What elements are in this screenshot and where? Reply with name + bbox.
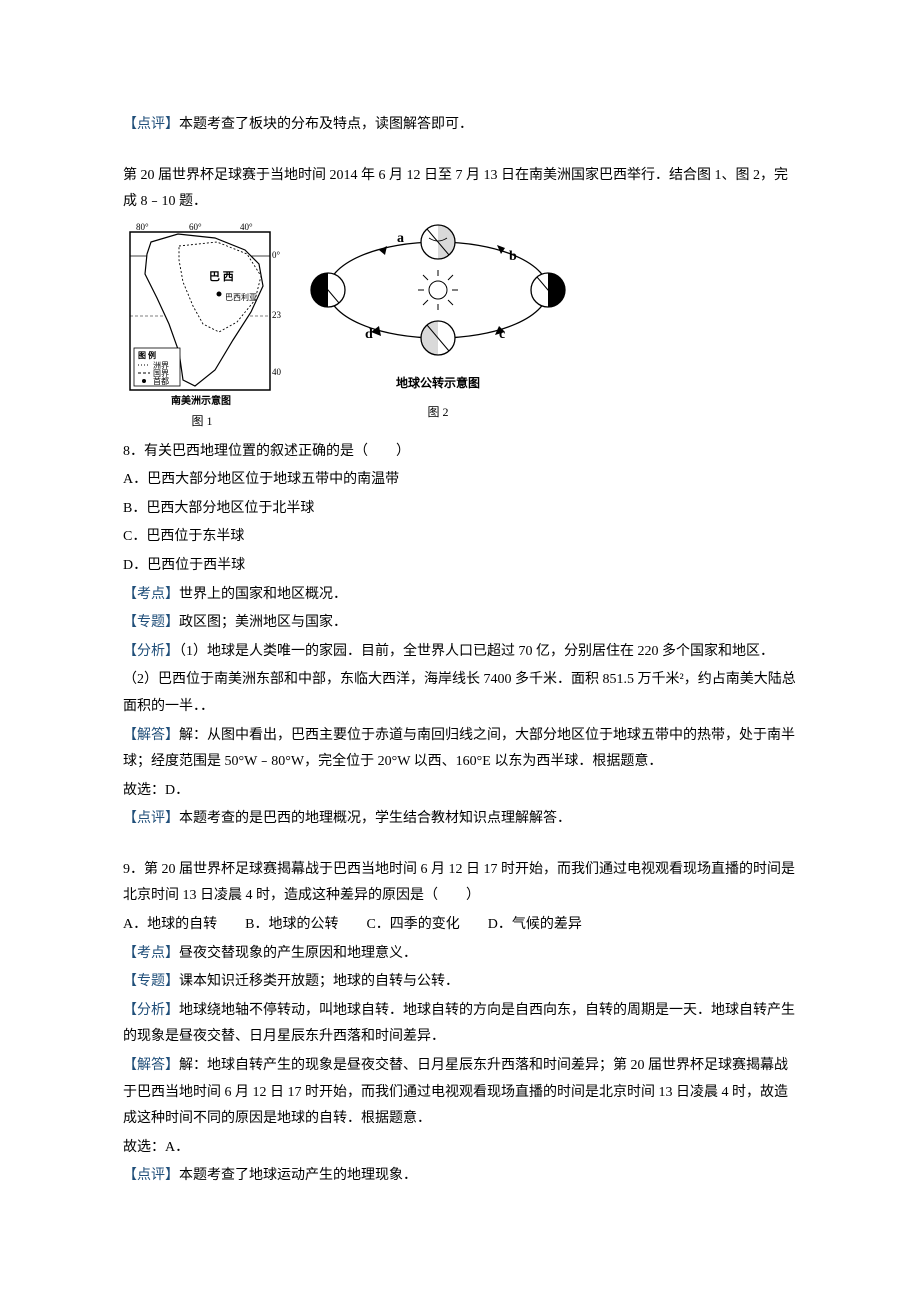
place-brazil: 巴 西	[209, 270, 234, 283]
q8-opt-a: A．巴西大部分地区位于地球五带中的南温带	[123, 467, 797, 494]
orbit-svg: a b c d	[309, 220, 567, 360]
q9-stem-text: 第 20 届世界杯足球赛揭幕战于巴西当地时间 6 月 12 日 17 时开始，而…	[123, 862, 795, 904]
prev-comment-line: 【点评】本题考查了板块的分布及特点，读图解答即可．	[123, 112, 797, 139]
q8-stem-text: 有关巴西地理位置的叙述正确的是（ ）	[144, 444, 410, 459]
lat-40: 40°	[272, 367, 281, 377]
figure1-caption: 图 1	[123, 410, 281, 433]
lon-80: 80°	[136, 222, 149, 232]
document-page: 【点评】本题考查了板块的分布及特点，读图解答即可． 第 20 届世界杯足球赛于当…	[0, 0, 920, 1302]
orbit-c: c	[499, 327, 505, 342]
q8-jieda-1: 【解答】解：从图中看出，巴西主要位于赤道与南回归线之间，大部分地区位于地球五带中…	[123, 723, 797, 776]
lat-235: 23.5°	[272, 310, 281, 320]
q9-dianping: 【点评】本题考查了地球运动产生的地理现象．	[123, 1163, 797, 1190]
q8-jieda-2: 故选：D．	[123, 778, 797, 805]
bracket-open: 【	[123, 117, 137, 132]
q8-number: 8．	[123, 444, 144, 459]
orbit-b: b	[509, 249, 517, 264]
orbit-a: a	[397, 231, 404, 246]
orbit-d: d	[365, 327, 373, 342]
q9-jieda-1: 【解答】解：地球自转产生的现象是昼夜交替、日月星辰东升西落和时间差异；第 20 …	[123, 1053, 797, 1133]
lon-60: 60°	[189, 222, 202, 232]
lon-40: 40°	[240, 222, 253, 232]
q8-kaodian: 【考点】世界上的国家和地区概况．	[123, 582, 797, 609]
figure-2: a b c d 地球公转示意图 图 2	[309, 220, 567, 424]
q9-options: A．地球的自转 B．地球的公转 C．四季的变化 D．气候的差异	[123, 912, 797, 939]
figure-row: 80° 60° 40° 0° 23.5° 40° 巴 西 巴西利亚 图 例	[123, 220, 797, 433]
legend-title: 图 例	[138, 350, 156, 360]
legend-3: 首都	[153, 376, 169, 386]
map-title: 南美洲示意图	[171, 394, 231, 407]
q9-jieda-2: 故选：A．	[123, 1135, 797, 1162]
q9-kaodian: 【考点】昼夜交替现象的产生原因和地理意义．	[123, 941, 797, 968]
figure-1: 80° 60° 40° 0° 23.5° 40° 巴 西 巴西利亚 图 例	[123, 220, 281, 433]
q8-fenxi-2: （2）巴西位于南美洲东部和中部，东临大西洋，海岸线长 7400 多千米．面积 8…	[123, 667, 797, 720]
q9-stem: 9．第 20 届世界杯足球赛揭幕战于巴西当地时间 6 月 12 日 17 时开始…	[123, 857, 797, 910]
q8-zhuanti: 【专题】政区图；美洲地区与国家．	[123, 610, 797, 637]
figure2-title: 地球公转示意图	[309, 372, 567, 395]
spacer	[123, 835, 797, 857]
bracket-close: 】	[165, 117, 179, 132]
prev-dianping-text: 本题考查了板块的分布及特点，读图解答即可．	[179, 117, 473, 132]
spacer	[123, 141, 797, 163]
q8-stem: 8．有关巴西地理位置的叙述正确的是（ ）	[123, 439, 797, 466]
south-america-map-svg: 80° 60° 40° 0° 23.5° 40° 巴 西 巴西利亚 图 例	[123, 220, 281, 408]
q8-opt-d: D．巴西位于西半球	[123, 553, 797, 580]
q9-zhuanti: 【专题】课本知识迁移类开放题；地球的自转与公转．	[123, 969, 797, 996]
svg-text:巴西利亚: 巴西利亚	[225, 292, 257, 302]
label-dianping: 点评	[137, 117, 165, 132]
q8-opt-c: C．巴西位于东半球	[123, 524, 797, 551]
q8-opt-b: B．巴西大部分地区位于北半球	[123, 496, 797, 523]
figure2-caption: 图 2	[309, 401, 567, 424]
q9-number: 9．	[123, 862, 144, 877]
context-paragraph: 第 20 届世界杯足球赛于当地时间 2014 年 6 月 12 日至 7 月 1…	[123, 163, 797, 216]
lat-0: 0°	[272, 250, 281, 260]
q8-dianping: 【点评】本题考查的是巴西的地理概况，学生结合教材知识点理解解答．	[123, 806, 797, 833]
q9-fenxi: 【分析】地球绕地轴不停转动，叫地球自转．地球自转的方向是自西向东，自转的周期是一…	[123, 998, 797, 1051]
q8-fenxi-1: 【分析】（1）地球是人类唯一的家园．目前，全世界人口已超过 70 亿，分别居住在…	[123, 639, 797, 666]
